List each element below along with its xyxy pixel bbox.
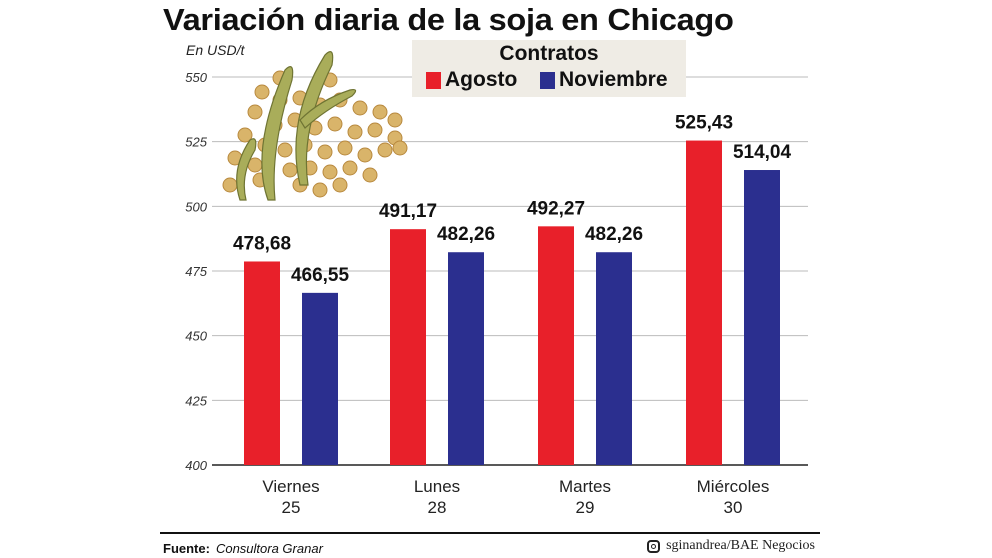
- soybean: [372, 104, 388, 120]
- soybean: [312, 182, 328, 198]
- soybean: [254, 84, 270, 100]
- soybean-pod: [261, 66, 294, 201]
- x-tick-label: Viernes: [262, 477, 319, 496]
- legend-title: Contratos: [499, 42, 599, 65]
- soybean: [322, 164, 338, 180]
- y-tick-label: 475: [185, 264, 207, 279]
- soybean: [357, 147, 373, 163]
- credit-text: sginandrea/BAE Negocios: [666, 538, 815, 553]
- soybean: [282, 162, 298, 178]
- soybean: [222, 177, 238, 193]
- soybean: [347, 124, 363, 140]
- instagram-icon: [647, 539, 661, 553]
- soybean: [392, 140, 408, 156]
- soybean-illustration: [222, 51, 408, 201]
- legend: Contratos Agosto Noviembre: [412, 40, 686, 97]
- x-tick-label: 25: [282, 498, 301, 517]
- data-label: 491,17: [379, 201, 437, 222]
- bar-agosto: [538, 226, 574, 465]
- y-tick-label: 550: [185, 70, 207, 85]
- legend-swatch-noviembre: [540, 71, 555, 89]
- x-tick-label: 30: [724, 498, 743, 517]
- soybean-pod: [295, 51, 334, 186]
- chart-title: Variación diaria de la soja en Chicago: [163, 2, 734, 37]
- soybean: [332, 177, 348, 193]
- x-tick-label: Miércoles: [697, 477, 770, 496]
- soybean: [247, 104, 263, 120]
- bar-agosto: [686, 140, 722, 466]
- data-label: 492,27: [527, 198, 585, 219]
- soybean: [327, 116, 343, 132]
- soybean: [387, 112, 403, 128]
- x-tick-label: 29: [576, 498, 595, 517]
- legend-label: Noviembre: [559, 68, 668, 91]
- soybean: [342, 160, 358, 176]
- footer-divider: [160, 532, 820, 534]
- x-tick-label: 28: [428, 498, 447, 517]
- soybean: [352, 100, 368, 116]
- bar-agosto: [244, 261, 280, 465]
- data-label: 482,26: [585, 224, 643, 245]
- soybean: [337, 140, 353, 156]
- source-text: Consultora Granar: [215, 541, 323, 556]
- source: Fuente: Consultora Granar: [163, 541, 323, 556]
- soybean: [237, 127, 253, 143]
- y-tick-label: 400: [185, 458, 207, 473]
- y-tick-label: 450: [185, 329, 207, 344]
- bar-noviembre: [596, 252, 632, 465]
- bar-noviembre: [744, 170, 780, 465]
- bar-agosto: [390, 229, 426, 465]
- x-tick-label: Martes: [559, 477, 611, 496]
- soybean: [367, 122, 383, 138]
- x-tick-label: Lunes: [414, 477, 460, 496]
- legend-swatch-agosto: [426, 71, 441, 89]
- source-label: Fuente:: [163, 541, 210, 556]
- y-tick-label: 525: [185, 135, 207, 150]
- data-label: 466,55: [291, 265, 350, 286]
- legend-label: Agosto: [445, 68, 518, 91]
- soybean-pod: [299, 89, 357, 129]
- y-tick-label: 425: [185, 393, 207, 408]
- y-tick-label: 500: [185, 199, 207, 214]
- data-label: 478,68: [233, 233, 291, 254]
- credit: sginandrea/BAE Negocios: [647, 538, 815, 554]
- data-label: 525,43: [675, 113, 733, 134]
- bar-noviembre: [302, 292, 338, 465]
- bar-noviembre: [448, 252, 484, 465]
- soybean: [277, 142, 293, 158]
- data-label: 514,04: [733, 142, 792, 163]
- data-label: 482,26: [437, 224, 495, 245]
- legend-item-agosto: Agosto: [426, 68, 517, 92]
- legend-item-noviembre: Noviembre: [540, 68, 668, 92]
- soybean: [377, 142, 393, 158]
- y-axis-label: En USD/t: [186, 42, 245, 58]
- soybean: [362, 167, 378, 183]
- soybean: [317, 144, 333, 160]
- soybean-pod: [236, 138, 257, 201]
